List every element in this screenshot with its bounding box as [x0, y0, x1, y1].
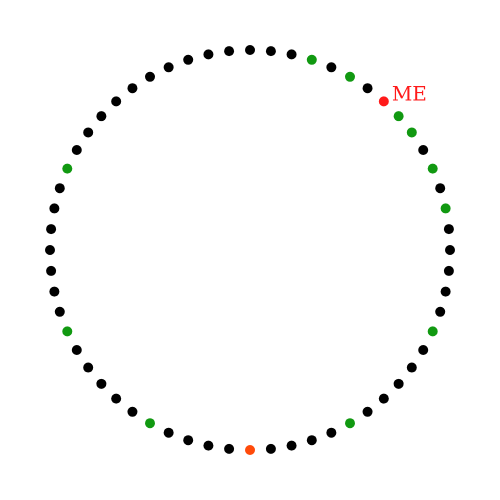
dot	[362, 406, 373, 417]
dot	[326, 427, 337, 438]
dot	[96, 378, 107, 389]
dot	[183, 435, 194, 446]
highlight-dot	[393, 111, 404, 122]
bottom-dot	[245, 445, 255, 455]
dot	[111, 96, 122, 107]
me-label: ME	[392, 81, 427, 105]
highlight-dot	[345, 71, 355, 82]
dot	[440, 286, 451, 297]
dot	[71, 145, 82, 155]
dot	[362, 83, 373, 94]
dot	[46, 265, 57, 276]
dot	[418, 145, 429, 155]
dot	[54, 306, 65, 317]
highlight-dot	[145, 418, 155, 429]
dot	[83, 362, 94, 373]
highlight-dot	[406, 127, 417, 138]
dot	[46, 224, 57, 235]
dot	[306, 435, 317, 446]
highlight-dot	[345, 418, 355, 429]
dot	[286, 49, 297, 60]
dot	[378, 393, 389, 404]
dot	[418, 345, 429, 355]
dot	[326, 62, 337, 73]
highlight-dot	[440, 203, 451, 214]
dot	[49, 203, 60, 214]
dot	[224, 443, 235, 454]
dot	[127, 406, 138, 417]
dot	[245, 45, 255, 55]
dot	[127, 83, 138, 94]
dot	[111, 393, 122, 404]
dot-ring	[45, 45, 455, 455]
dot	[203, 49, 214, 60]
dot	[443, 265, 454, 276]
highlight-dot	[62, 163, 73, 174]
dot	[435, 306, 446, 317]
dot	[435, 183, 446, 194]
me-dot	[378, 96, 389, 107]
dot	[71, 345, 82, 355]
dot	[406, 362, 417, 373]
dot	[54, 183, 65, 194]
dot	[203, 440, 214, 451]
dot	[49, 286, 60, 297]
dot	[224, 46, 235, 57]
dot	[443, 224, 454, 235]
highlight-dot	[62, 326, 73, 337]
dot	[445, 245, 455, 255]
dot	[83, 127, 94, 138]
dot	[145, 71, 155, 82]
dot	[265, 46, 276, 57]
highlight-dot	[306, 54, 317, 65]
dot	[286, 440, 297, 451]
highlight-dot	[427, 326, 438, 337]
dot	[96, 111, 107, 122]
highlight-dot	[427, 163, 438, 174]
dot	[45, 245, 55, 255]
dot	[393, 378, 404, 389]
dot	[265, 443, 276, 454]
dot	[183, 54, 194, 65]
dot	[163, 427, 174, 438]
dot	[163, 62, 174, 73]
